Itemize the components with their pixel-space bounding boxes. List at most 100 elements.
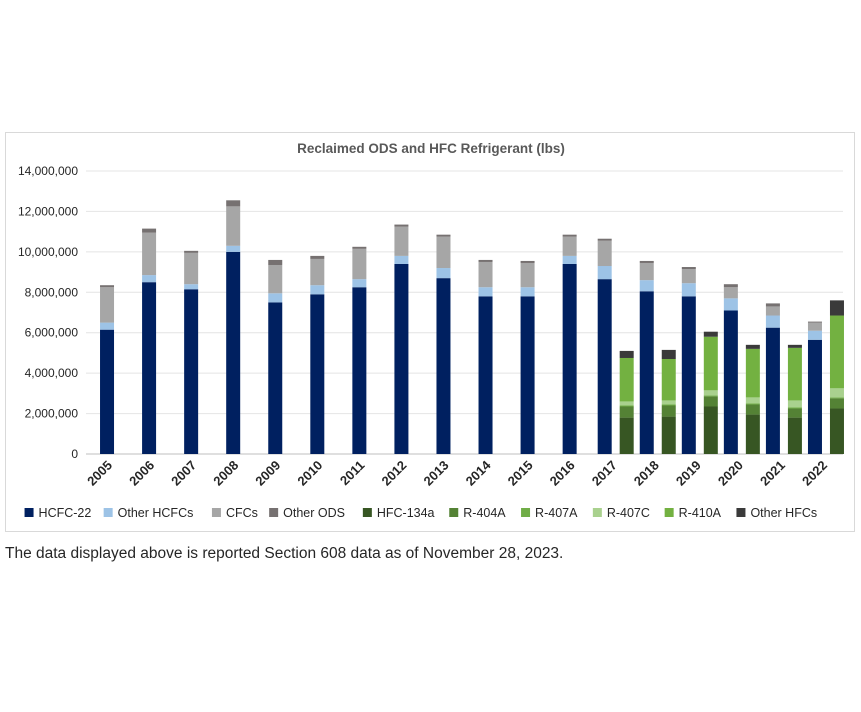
- bar-segment: [184, 284, 199, 290]
- bar-segment: [394, 263, 409, 454]
- x-tick-label: 2015: [505, 458, 536, 489]
- bar-segment: [226, 200, 241, 207]
- bar-segment: [723, 298, 738, 311]
- bar-segment: [436, 268, 451, 279]
- legend-label: Other ODS: [283, 506, 345, 520]
- bar-segment: [787, 407, 802, 409]
- bar-segment: [661, 404, 676, 406]
- bar-segment: [829, 300, 844, 316]
- bar-segment: [100, 285, 115, 288]
- gridlines: [86, 170, 843, 455]
- y-axis-ticks: 0 2,000,000 4,000,000 6,000,000 8,000,000 10,…: [18, 164, 78, 461]
- bar-segment: [807, 339, 822, 454]
- y-tick-label: 4,000,000: [25, 366, 79, 380]
- legend-label: HCFC-22: [39, 506, 92, 520]
- bar-segment: [745, 414, 760, 454]
- bar-segment: [639, 280, 654, 292]
- legend-label: HFC-134a: [377, 506, 435, 520]
- bar-segment: [394, 226, 409, 256]
- bar-segment: [787, 400, 802, 408]
- bar-segment: [562, 263, 577, 454]
- bar-segment: [681, 283, 696, 297]
- bar-segment: [619, 405, 634, 407]
- y-tick-label: 0: [71, 447, 78, 461]
- bar-segment: [352, 279, 367, 288]
- bar-segment: [310, 258, 325, 286]
- x-tick-label: 2014: [463, 457, 495, 489]
- legend-swatch: [664, 508, 674, 517]
- y-tick-label: 10,000,000: [18, 245, 78, 259]
- bar-segment: [639, 260, 654, 263]
- bar-segment: [478, 296, 493, 454]
- bar-segment: [310, 255, 325, 259]
- bar-segment: [352, 287, 367, 454]
- legend-swatch: [736, 508, 746, 517]
- bar-segment: [394, 224, 409, 227]
- bar-segment: [436, 234, 451, 237]
- bar-segment: [639, 262, 654, 281]
- y-tick-label: 12,000,000: [18, 204, 78, 218]
- x-tick-label: 2013: [421, 458, 452, 489]
- legend-label: R-410A: [679, 506, 722, 520]
- x-axis-ticks: 2005 2006 2007 2008 2009 2010 2011 2012 2013 2014…: [84, 457, 830, 489]
- legend-swatch: [211, 508, 221, 517]
- bar-segment: [142, 282, 157, 454]
- bar-segment: [268, 259, 283, 265]
- x-tick-label: 2022: [799, 458, 830, 489]
- bar-segment: [829, 397, 844, 399]
- bar-segment: [520, 262, 535, 288]
- x-tick-label: 2012: [378, 458, 409, 489]
- bar-segment: [829, 388, 844, 398]
- bar-segment: [597, 238, 612, 241]
- legend-swatch: [449, 508, 459, 517]
- legend-swatch: [362, 508, 372, 517]
- bar-segment: [807, 330, 822, 340]
- bar-segment: [478, 261, 493, 288]
- bar-segment: [142, 232, 157, 276]
- bar-segment: [268, 302, 283, 454]
- bar-segment: [619, 357, 634, 402]
- bar-segment: [807, 321, 822, 323]
- bar-segment: [723, 284, 738, 288]
- bar-segment: [562, 236, 577, 256]
- bar-segment: [639, 291, 654, 454]
- bar-segment: [681, 267, 696, 270]
- bar-segment: [597, 266, 612, 280]
- x-tick-label: 2016: [547, 458, 578, 489]
- bar-segment: [310, 294, 325, 454]
- bar-segment: [226, 251, 241, 454]
- bar-segment: [520, 260, 535, 263]
- legend: HCFC-22 Other HCFCs CFCs Other ODS HFC-134a R…: [24, 506, 817, 520]
- bar-segment: [807, 322, 822, 331]
- x-tick-label: 2006: [126, 458, 157, 489]
- bar-segment: [619, 417, 634, 454]
- bar-segment: [436, 236, 451, 269]
- bar-segment: [100, 329, 115, 454]
- x-tick-label: 2009: [252, 458, 283, 489]
- bar-segment: [787, 417, 802, 454]
- bar-segment: [787, 347, 802, 401]
- bar-chart: Reclaimed ODS and HFC Refrigerant (lbs) …: [18, 141, 844, 520]
- bar-segment: [703, 331, 718, 337]
- chart-title: Reclaimed ODS and HFC Refrigerant (lbs): [297, 141, 565, 156]
- bar-segment: [745, 403, 760, 405]
- bar-segment: [394, 255, 409, 264]
- bar-segment: [723, 287, 738, 299]
- bar-segment: [787, 344, 802, 348]
- x-tick-label: 2005: [84, 458, 115, 489]
- bar-segment: [745, 348, 760, 398]
- legend-label: Other HCFCs: [118, 506, 194, 520]
- bar-segment: [226, 206, 241, 246]
- bar-segment: [681, 269, 696, 284]
- bar-segment: [703, 390, 718, 396]
- bar-segment: [681, 296, 696, 454]
- bar-segment: [703, 396, 718, 407]
- data-source-note: The data displayed above is reported Sec…: [5, 545, 564, 562]
- bar-segment: [703, 406, 718, 454]
- bar-segment: [765, 315, 780, 328]
- bar-segment: [829, 408, 844, 454]
- bar-segment: [352, 248, 367, 280]
- bar-segment: [436, 278, 451, 454]
- bar-segment: [268, 293, 283, 303]
- bar-segment: [661, 358, 676, 401]
